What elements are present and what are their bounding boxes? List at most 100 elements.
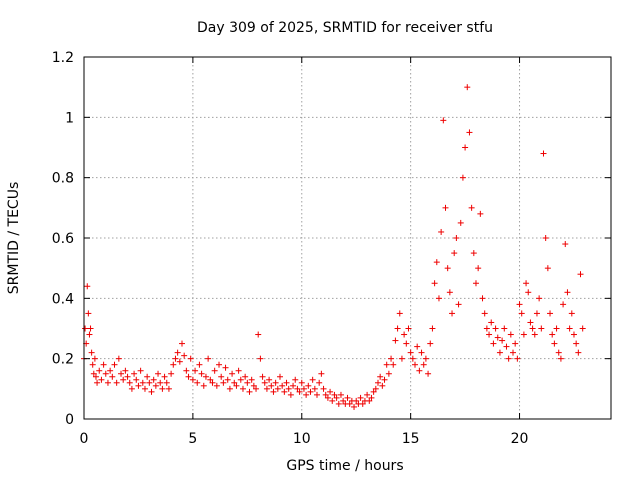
data-point [523,280,530,287]
data-point [390,361,397,368]
data-point [115,355,122,362]
data-point [518,310,525,317]
data-point [133,376,140,383]
data-point [257,355,264,362]
data-point [96,367,103,374]
data-point [168,370,175,377]
data-point [233,382,240,389]
data-point [442,204,449,211]
data-point [305,382,312,389]
data-point [337,391,344,398]
data-point [470,250,477,257]
data-point [318,370,325,377]
data-point [359,400,366,407]
data-point [104,379,111,386]
data-point [366,397,373,404]
data-point [200,382,207,389]
data-point [501,325,508,332]
data-point [486,331,493,338]
data-point [274,385,281,392]
data-point [131,370,138,377]
data-point [335,400,342,407]
data-point [126,379,133,386]
data-point [187,355,194,362]
data-point [557,355,564,362]
data-point [468,204,475,211]
y-tick-label: 0.6 [52,231,74,247]
data-point [283,379,290,386]
data-point [298,379,305,386]
data-point [296,388,303,395]
x-tick-label: 10 [293,431,311,447]
data-point [84,283,91,290]
data-point [573,340,580,347]
y-tick-label: 0.2 [52,352,74,368]
data-point [216,361,223,368]
data-point [520,331,527,338]
data-point [85,310,92,317]
data-point [475,265,482,272]
data-point [141,385,148,392]
x-tick-label: 5 [188,431,197,447]
data-point [202,373,209,380]
data-point [311,385,318,392]
data-point [111,361,118,368]
data-point [109,373,116,380]
data-point [492,325,499,332]
data-point [462,144,469,151]
data-point [329,397,336,404]
y-tick-label: 0.8 [52,171,74,187]
data-point [575,349,582,356]
data-points [81,84,586,410]
data-point [505,355,512,362]
data-point [261,379,268,386]
data-point [483,325,490,332]
data-point [244,379,251,386]
data-point [231,379,238,386]
data-point [224,376,231,383]
data-point [422,355,429,362]
data-point [377,373,384,380]
data-point [270,388,277,395]
y-tick-label: 1 [65,110,74,126]
data-point [429,325,436,332]
data-point [279,382,286,389]
data-point [381,376,388,383]
data-point [431,280,438,287]
data-point [466,129,473,136]
data-point [259,373,266,380]
data-point [542,235,549,241]
tick-labels: 0 5 10 15 20 0 0.2 0.4 0.6 0.8 1 1.2 [52,50,529,447]
data-point [392,337,399,344]
data-point [250,382,257,389]
data-point [178,340,185,347]
data-point [90,370,97,377]
data-point [536,295,543,302]
data-point [510,349,517,356]
data-point [453,235,460,241]
data-point [157,379,164,386]
data-point [152,382,159,389]
data-point [307,388,314,395]
data-point [229,370,236,377]
data-point [372,385,379,392]
data-point [150,376,157,383]
data-point [396,310,403,317]
data-point [309,376,316,383]
data-point [287,391,294,398]
data-point [128,385,135,392]
data-point [196,361,203,368]
data-point [455,301,462,308]
data-point [568,310,575,317]
data-point [547,310,554,317]
data-point [137,367,144,374]
data-point [540,150,547,157]
data-point [398,355,405,362]
data-point [155,370,162,377]
data-point [433,259,440,266]
data-point [479,295,486,302]
data-point [370,388,377,395]
data-point [560,301,567,308]
data-point [494,334,501,341]
data-point [253,385,260,392]
